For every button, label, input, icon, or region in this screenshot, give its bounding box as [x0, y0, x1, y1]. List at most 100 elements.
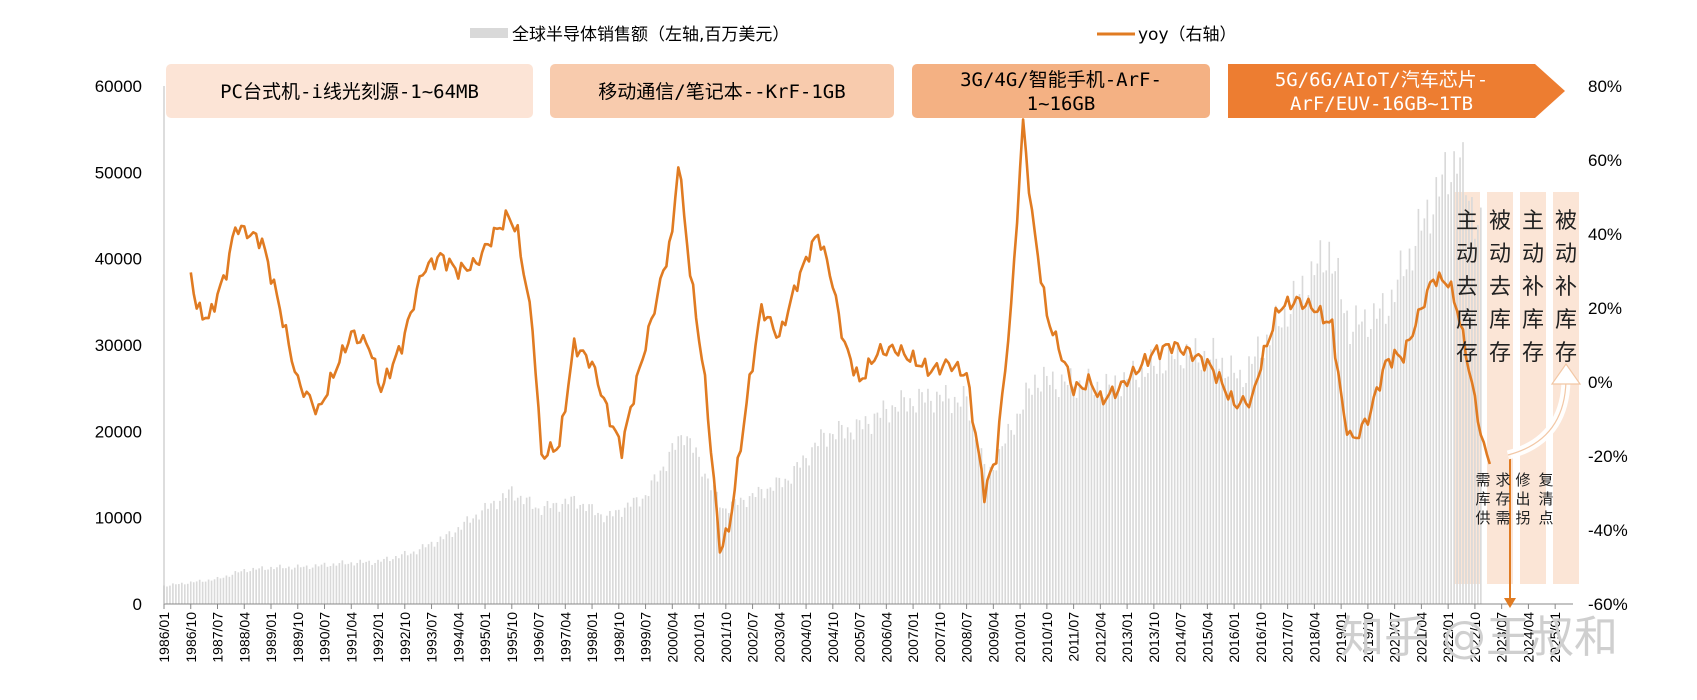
sales-bar [778, 477, 781, 604]
sales-bar [1283, 308, 1286, 604]
x-axis-tick-label: 1993/07 [424, 612, 440, 663]
sales-bar [1010, 430, 1012, 604]
sales-bar [415, 554, 418, 604]
sales-bar [356, 562, 359, 604]
sales-bar [1167, 343, 1170, 604]
x-axis-tick-label: 2016/01 [1226, 612, 1242, 663]
yoy-line-path [189, 118, 1492, 554]
sales-bar [1212, 337, 1215, 604]
sales-bar [1176, 343, 1179, 604]
sales-bar [255, 569, 257, 604]
sales-bar [576, 508, 578, 604]
x-axis-tick-label: 2003/04 [771, 612, 787, 663]
sales-bar [989, 466, 992, 604]
sales-bar [1266, 334, 1268, 604]
x-axis-tick-label: 2008/07 [959, 612, 975, 663]
sales-bar [288, 566, 290, 604]
recovery-arrow-head [1550, 362, 1582, 385]
sales-bar [840, 424, 843, 604]
phase-label-char: 去 [1456, 275, 1478, 300]
x-axis-tick-label: 2006/04 [878, 612, 894, 663]
left-axis-tick-label: 60000 [95, 77, 142, 96]
sales-bar [219, 578, 222, 604]
sales-bar [1304, 302, 1307, 604]
sales-bar [273, 569, 275, 604]
cycle-note-char: 点 [1538, 509, 1553, 527]
sales-bar [947, 398, 950, 604]
sales-bar [1007, 423, 1010, 604]
legend-bar-label: 全球半导体销售额（左轴,百万美元） [512, 25, 789, 45]
cycle-note-char: 需 [1475, 471, 1490, 489]
sales-bar [534, 507, 537, 604]
sales-bar [338, 563, 341, 604]
sales-bar [1114, 375, 1117, 604]
sales-bar [371, 564, 373, 604]
sales-bar [341, 560, 344, 604]
sales-bar [1004, 443, 1007, 604]
sales-bar [564, 498, 567, 604]
sales-bar [1215, 358, 1218, 604]
sales-bar [466, 516, 469, 604]
sales-bar [175, 584, 177, 604]
sales-bar [1358, 324, 1360, 604]
sales-bar [802, 455, 804, 604]
x-axis-tick-label: 1986/10 [183, 612, 199, 663]
sales-bar [1230, 355, 1232, 604]
sales-bar [1123, 372, 1125, 604]
sales-bar [1120, 396, 1122, 604]
sales-bar [882, 400, 885, 604]
sales-bar [1402, 276, 1405, 604]
sales-bar [243, 569, 246, 604]
x-axis-tick-label: 2016/10 [1253, 612, 1269, 663]
cycle-note-char: 库 [1475, 490, 1490, 508]
sales-bar [834, 439, 837, 604]
sales-bar [719, 507, 721, 604]
sales-bar [843, 438, 846, 604]
x-axis-tick-label: 2013/01 [1119, 612, 1135, 663]
sales-bar [995, 470, 998, 604]
sales-bar [302, 566, 305, 604]
right-axis-tick-label: 60% [1588, 151, 1622, 170]
phase-label-char: 动 [1456, 242, 1478, 267]
sales-bar [1364, 309, 1366, 604]
sales-bar [695, 447, 697, 604]
sales-bar [745, 507, 748, 604]
sales-bar [597, 512, 599, 604]
sales-bar [558, 511, 561, 604]
x-axis-tick-label: 2010/10 [1039, 612, 1055, 663]
sales-bar [1298, 294, 1301, 604]
sales-bar [582, 503, 584, 604]
sales-bar [1141, 367, 1143, 604]
sales-bar [1066, 384, 1069, 604]
sales-bar [692, 452, 694, 604]
sales-bar [374, 562, 376, 604]
sales-bar [228, 576, 231, 604]
sales-bar [939, 394, 941, 604]
sales-bar [730, 501, 733, 604]
sales-bar [549, 508, 552, 604]
phase-label-char: 存 [1555, 341, 1577, 366]
sales-bar [225, 575, 228, 604]
sales-bar [552, 503, 555, 604]
right-axis-tick-label: 0% [1588, 373, 1613, 392]
sales-bar [481, 510, 483, 604]
sales-bar [522, 504, 525, 604]
sales-bar [959, 406, 962, 604]
sales-bar [445, 534, 448, 604]
sales-bar [1236, 378, 1238, 604]
sales-bar [1438, 196, 1441, 605]
sales-bar [1405, 269, 1408, 604]
sales-bar [1322, 272, 1325, 604]
sales-bar [1102, 397, 1105, 604]
sales-bar [1263, 358, 1265, 604]
phase-label-char: 存 [1456, 341, 1478, 366]
sales-bar [849, 432, 852, 604]
sales-bar [1034, 374, 1036, 604]
sales-bar [944, 385, 947, 604]
right-axis-tick-label: 20% [1588, 299, 1622, 318]
sales-bar [620, 516, 623, 604]
sales-bar [1307, 295, 1310, 604]
sales-bar [974, 439, 977, 604]
sales-bar [1441, 174, 1444, 604]
cycle-note-char: 求 [1495, 471, 1510, 489]
